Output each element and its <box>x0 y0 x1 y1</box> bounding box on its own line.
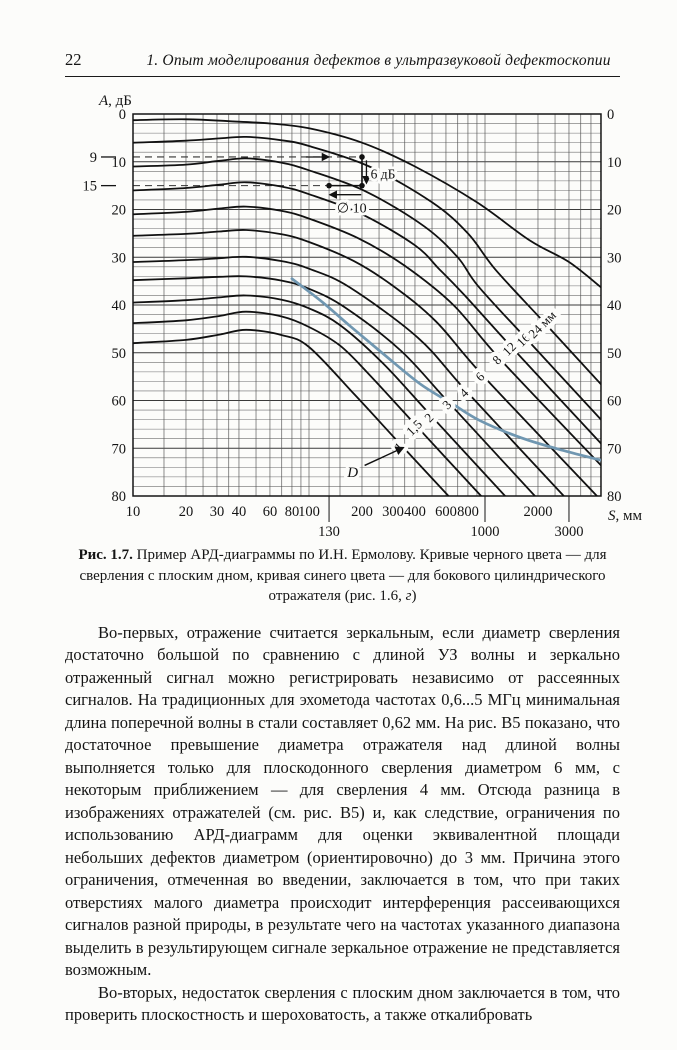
figure-caption-number: Рис. 1.7. <box>78 547 133 563</box>
svg-text:6 дБ: 6 дБ <box>371 167 396 182</box>
svg-text:800: 800 <box>457 504 479 520</box>
page-number: 22 <box>65 50 82 69</box>
svg-text:70: 70 <box>112 441 127 457</box>
running-title: 1. Опыт моделирования дефектов в ультраз… <box>146 52 611 69</box>
svg-text:10: 10 <box>126 504 141 520</box>
svg-text:15: 15 <box>83 179 98 195</box>
svg-text:30: 30 <box>607 250 622 266</box>
body-text: Во-первых, отражение считается зеркальны… <box>65 622 620 1027</box>
svg-text:20: 20 <box>179 504 194 520</box>
svg-text:50: 50 <box>112 346 127 362</box>
svg-text:10: 10 <box>112 155 127 171</box>
svg-text:60: 60 <box>607 394 622 410</box>
svg-text:60: 60 <box>112 394 127 410</box>
svg-text:0: 0 <box>607 107 614 123</box>
svg-text:24 мм: 24 мм <box>525 308 559 342</box>
svg-text:40: 40 <box>112 298 127 314</box>
svg-text:40: 40 <box>232 504 247 520</box>
svg-text:80: 80 <box>285 504 300 520</box>
svg-text:80: 80 <box>112 489 127 505</box>
figure-caption-letter: г <box>405 588 412 604</box>
svg-text:40: 40 <box>607 298 622 314</box>
svg-text:200: 200 <box>351 504 373 520</box>
svg-text:1,5: 1,5 <box>403 417 425 439</box>
svg-text:S, мм: S, мм <box>608 508 642 524</box>
svg-text:20: 20 <box>112 203 127 219</box>
svg-text:130: 130 <box>318 524 340 540</box>
svg-text:1000: 1000 <box>471 524 500 540</box>
figure-caption-close: ) <box>411 588 417 604</box>
svg-text:6: 6 <box>472 369 488 385</box>
svg-text:0: 0 <box>119 107 126 123</box>
svg-text:70: 70 <box>607 441 622 457</box>
svg-text:10: 10 <box>607 155 622 171</box>
page-header: 22 1. Опыт моделирования дефектов в ульт… <box>65 50 620 77</box>
figure-caption-text: Пример АРД-диаграммы по И.Н. Ермолову. К… <box>79 547 607 604</box>
paragraph-2: Во-вторых, недостаток сверления с плоски… <box>65 982 620 1025</box>
paragraph-1: Во-первых, отражение считается зеркальны… <box>65 622 620 980</box>
figure-caption: Рис. 1.7. Пример АРД-диаграммы по И.Н. Е… <box>48 545 637 607</box>
svg-text:2000: 2000 <box>523 504 552 520</box>
svg-text:D: D <box>346 465 358 481</box>
svg-text:80: 80 <box>607 489 622 505</box>
svg-text:30: 30 <box>112 250 127 266</box>
svg-text:100: 100 <box>298 504 320 520</box>
svg-text:50: 50 <box>607 346 622 362</box>
svg-text:60: 60 <box>263 504 278 520</box>
svg-text:4: 4 <box>456 385 472 401</box>
svg-text:20: 20 <box>607 203 622 219</box>
svg-text:9: 9 <box>90 150 97 166</box>
svg-text:300: 300 <box>382 504 404 520</box>
svg-text:A, дБ: A, дБ <box>98 93 132 109</box>
svg-text:400: 400 <box>404 504 426 520</box>
svg-text:30: 30 <box>210 504 225 520</box>
svg-text:3000: 3000 <box>554 524 583 540</box>
book-page: 22 1. Опыт моделирования дефектов в ульт… <box>0 50 677 1027</box>
svg-text:600: 600 <box>435 504 457 520</box>
svg-text:∅ 10: ∅ 10 <box>337 202 367 217</box>
